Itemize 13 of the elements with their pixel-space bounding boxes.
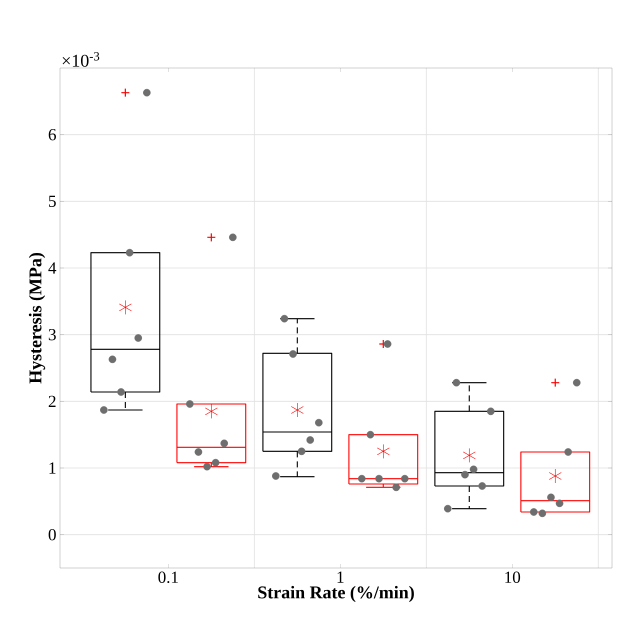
y-tick-label: 5 xyxy=(48,196,56,207)
y-tick-label: 2 xyxy=(48,396,56,407)
y-tick-label: 0 xyxy=(48,528,56,540)
y-tick-label: 1 xyxy=(49,462,56,474)
y-tick-label: 3 xyxy=(48,328,56,340)
y-axis-title: Hysteresis (MPa) xyxy=(28,252,46,384)
x-tick-label: 1 xyxy=(338,572,344,583)
y-tick-label: 4 xyxy=(48,262,56,274)
x-axis-title: Strain Rate (%/min) xyxy=(258,586,414,602)
x-tick-label: 0.1 xyxy=(158,572,178,584)
x-tick-label: 10 xyxy=(505,572,520,583)
y-tick-label: 6 xyxy=(48,128,56,140)
text: ×10$^{-3}$ xyxy=(62,52,100,67)
